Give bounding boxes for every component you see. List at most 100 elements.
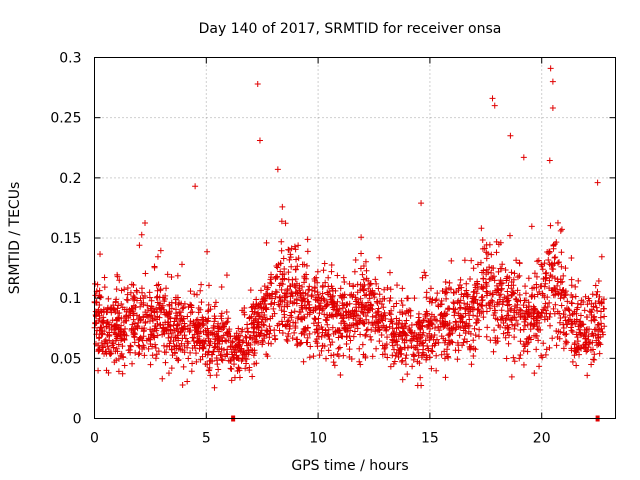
data-point — [553, 327, 560, 334]
data-point — [423, 356, 430, 363]
data-point — [293, 256, 300, 263]
data-point — [288, 263, 295, 270]
data-point — [284, 333, 291, 340]
data-point — [530, 313, 537, 320]
data-point — [433, 317, 440, 324]
data-point — [464, 292, 471, 299]
data-point — [114, 315, 121, 322]
data-point — [336, 327, 343, 334]
data-point — [443, 295, 450, 302]
data-point — [363, 331, 370, 338]
data-point — [492, 339, 499, 346]
data-point — [530, 323, 537, 330]
data-point — [556, 259, 563, 266]
data-point — [121, 337, 128, 344]
data-point — [222, 353, 229, 360]
data-point — [281, 265, 288, 272]
data-point — [560, 310, 567, 317]
data-point — [514, 321, 521, 328]
data-point — [127, 289, 134, 296]
data-point — [149, 343, 156, 350]
data-point — [506, 232, 513, 239]
data-point — [366, 295, 373, 302]
data-point — [594, 288, 601, 295]
data-point — [443, 289, 450, 296]
data-point — [470, 345, 477, 352]
data-point — [406, 307, 413, 314]
data-point — [387, 286, 394, 293]
data-point — [543, 269, 550, 276]
data-point — [250, 352, 257, 359]
data-point — [542, 300, 549, 307]
data-point — [108, 321, 115, 328]
data-point — [232, 342, 239, 349]
data-point — [311, 284, 318, 291]
data-point — [505, 325, 512, 332]
data-point — [291, 329, 298, 336]
data-point — [175, 337, 182, 344]
data-point — [205, 335, 212, 342]
data-point — [568, 282, 575, 289]
data-point — [274, 264, 281, 271]
data-point — [549, 265, 556, 272]
data-point — [401, 330, 408, 337]
data-point — [306, 354, 313, 361]
data-point — [179, 347, 186, 354]
data-point — [218, 326, 225, 333]
data-point — [357, 281, 364, 288]
data-point — [148, 297, 155, 304]
data-point — [241, 311, 248, 318]
data-point — [313, 336, 320, 343]
x-tick-label: 0 — [90, 431, 99, 447]
data-point — [524, 321, 531, 328]
data-point — [381, 286, 388, 293]
data-point — [186, 322, 193, 329]
data-point — [217, 313, 224, 320]
data-point — [489, 291, 496, 298]
data-point — [379, 295, 386, 302]
data-point — [154, 287, 161, 294]
data-point — [101, 274, 108, 281]
data-point — [205, 301, 212, 308]
data-point — [419, 322, 426, 329]
data-point — [112, 348, 119, 355]
data-point — [369, 353, 376, 360]
data-point — [554, 259, 561, 266]
data-point — [428, 321, 435, 328]
data-point — [197, 287, 204, 294]
data-point — [354, 312, 361, 319]
data-point — [547, 222, 554, 229]
data-point — [442, 374, 449, 381]
data-point — [380, 304, 387, 311]
peak-point — [594, 179, 601, 186]
data-point — [168, 274, 175, 281]
data-point — [180, 315, 187, 322]
data-point — [480, 267, 487, 274]
data-point — [577, 312, 584, 319]
data-point — [163, 343, 170, 350]
data-point — [362, 332, 369, 339]
data-point — [494, 299, 501, 306]
data-point — [235, 364, 242, 371]
data-point — [245, 340, 252, 347]
data-point — [487, 337, 494, 344]
data-point — [335, 345, 342, 352]
data-point — [407, 307, 414, 314]
data-point — [137, 295, 144, 302]
data-point — [394, 282, 401, 289]
data-point — [446, 279, 453, 286]
data-point — [521, 314, 528, 321]
data-point — [402, 355, 409, 362]
data-point — [474, 306, 481, 313]
data-point — [521, 297, 528, 304]
data-point — [160, 325, 167, 332]
data-point — [218, 315, 225, 322]
data-point — [96, 302, 103, 309]
data-point — [442, 286, 449, 293]
data-point — [272, 275, 279, 282]
data-point — [238, 328, 245, 335]
data-point — [368, 290, 375, 297]
data-point — [404, 371, 411, 378]
data-point — [585, 336, 592, 343]
data-point — [398, 297, 405, 304]
